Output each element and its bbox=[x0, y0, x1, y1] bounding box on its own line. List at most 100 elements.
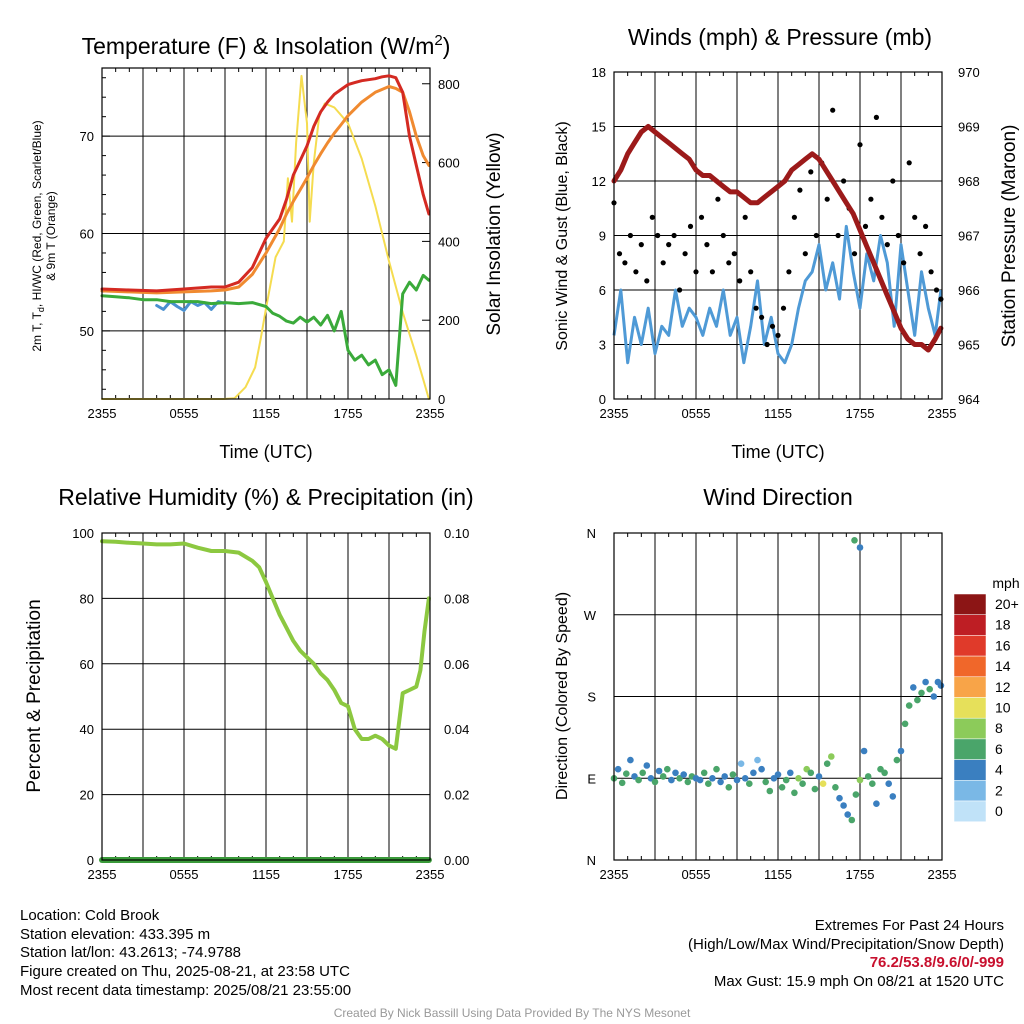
temperature-panel: 2355 0555 1155 1755 2355 50 60 70 0 200 400 600 800 T… bbox=[30, 32, 505, 462]
direction-point bbox=[905, 702, 913, 709]
direction-point bbox=[922, 678, 929, 686]
series-temp bbox=[100, 74, 431, 293]
gust-point bbox=[769, 323, 776, 329]
direction-point bbox=[832, 784, 839, 791]
series-solar bbox=[101, 74, 430, 400]
legend-swatch bbox=[953, 635, 987, 657]
x-tick-label: 2355 bbox=[928, 867, 957, 882]
gust-point bbox=[731, 251, 737, 257]
direction-point bbox=[897, 747, 905, 755]
direction-point bbox=[754, 756, 761, 764]
direction-point bbox=[680, 771, 687, 778]
y-tick-label: 100 bbox=[72, 526, 94, 541]
direction-point bbox=[893, 756, 901, 764]
direction-point bbox=[672, 769, 679, 777]
x-tick-label: 1155 bbox=[252, 867, 280, 882]
x-tick-label: 0555 bbox=[682, 406, 711, 421]
gust-point bbox=[753, 305, 759, 311]
gust-point bbox=[616, 251, 623, 257]
direction-point bbox=[864, 773, 872, 780]
legend-label: 14 bbox=[995, 658, 1011, 674]
gust-point bbox=[748, 269, 754, 275]
y-tick-label: E bbox=[587, 771, 596, 786]
gust-point bbox=[808, 169, 814, 175]
direction-point bbox=[869, 780, 876, 787]
direction-point bbox=[684, 778, 692, 786]
direction-point bbox=[623, 770, 630, 777]
y-tick-label: 0 bbox=[599, 392, 606, 407]
legend-swatch bbox=[953, 697, 987, 719]
y-right-tick-label: 0 bbox=[438, 392, 445, 407]
direction-point bbox=[799, 780, 806, 787]
legend-title: mph bbox=[992, 575, 1019, 591]
y-tick-label: 60 bbox=[80, 227, 94, 242]
direction-point bbox=[741, 775, 749, 782]
y-right-tick-label: 969 bbox=[958, 120, 980, 135]
wind-direction-panel: 2355 0555 1155 1755 2355 N E S W N Wind Direction D… bbox=[554, 484, 1020, 882]
x-tick-label: 1155 bbox=[252, 406, 280, 421]
direction-point bbox=[651, 778, 659, 786]
direction-point bbox=[840, 802, 847, 809]
x-tick-label: 1755 bbox=[846, 867, 875, 882]
gust-point bbox=[906, 160, 912, 166]
gust-point bbox=[682, 251, 688, 257]
gust-point bbox=[841, 178, 847, 184]
direction-point bbox=[733, 776, 741, 784]
gust-point bbox=[644, 278, 650, 284]
y-right-tick-label: 0.08 bbox=[444, 591, 469, 606]
gust-point bbox=[912, 214, 918, 220]
direction-point bbox=[705, 780, 712, 787]
legend-swatch bbox=[953, 780, 987, 802]
y-right-tick-label: 600 bbox=[438, 156, 460, 171]
direction-point bbox=[851, 537, 858, 544]
winds-panel: 2355 0555 1155 1755 235503691215189649659669… bbox=[554, 24, 1020, 462]
direction-point bbox=[655, 767, 663, 775]
direction-point bbox=[860, 747, 868, 755]
x-tick-label: 2355 bbox=[416, 406, 445, 421]
gust-point bbox=[797, 187, 803, 193]
direction-point bbox=[725, 784, 733, 791]
direction-point bbox=[823, 760, 831, 767]
gust-point bbox=[671, 232, 677, 239]
gust-point bbox=[720, 232, 726, 239]
y-right-tick-label: 0.02 bbox=[444, 788, 469, 803]
gust-point bbox=[884, 242, 890, 248]
y-tick-label: 0 bbox=[87, 853, 94, 868]
legend-label: 10 bbox=[995, 700, 1011, 716]
series-t9m bbox=[100, 85, 431, 295]
direction-point bbox=[836, 794, 843, 802]
gust-point bbox=[759, 314, 765, 320]
gust-point bbox=[901, 260, 907, 266]
legend-label: 16 bbox=[995, 637, 1011, 653]
direction-point bbox=[856, 776, 864, 784]
gust-point bbox=[764, 341, 770, 348]
y-axis-label: Percent & Precipitation bbox=[24, 599, 45, 792]
gust-point bbox=[879, 214, 885, 220]
direction-point bbox=[914, 696, 921, 704]
y-right-tick-label: 800 bbox=[438, 77, 460, 92]
y-axis-label-line2: & 9m T (Orange) bbox=[44, 191, 58, 281]
legend-swatch bbox=[953, 759, 987, 781]
gust-point bbox=[627, 232, 634, 239]
y-right-tick-label: 0.06 bbox=[444, 657, 469, 672]
gust-point bbox=[890, 178, 896, 184]
gust-point bbox=[742, 214, 748, 220]
legend-label: 6 bbox=[995, 741, 1003, 757]
legend-label: 2 bbox=[995, 782, 1003, 798]
y-tick-label: 60 bbox=[80, 657, 94, 672]
gust-point bbox=[633, 269, 639, 275]
y-tick-label: S bbox=[587, 690, 596, 705]
chart-title: Temperature (F) & Insolation (W/m2) bbox=[82, 32, 451, 59]
y-tick-label: 50 bbox=[80, 324, 94, 339]
credit-line: Created By Nick Bassill Using Data Provi… bbox=[333, 1006, 691, 1020]
y-right-axis-label: Station Pressure (Maroon) bbox=[999, 125, 1020, 348]
x-tick-label: 0555 bbox=[170, 867, 199, 882]
gust-point bbox=[687, 223, 694, 229]
direction-point bbox=[937, 682, 945, 689]
gust-point bbox=[666, 242, 672, 248]
direction-point bbox=[729, 771, 737, 778]
direction-point bbox=[901, 720, 909, 728]
gust-point bbox=[655, 232, 661, 239]
direction-point bbox=[819, 780, 827, 787]
gust-point bbox=[709, 269, 716, 275]
